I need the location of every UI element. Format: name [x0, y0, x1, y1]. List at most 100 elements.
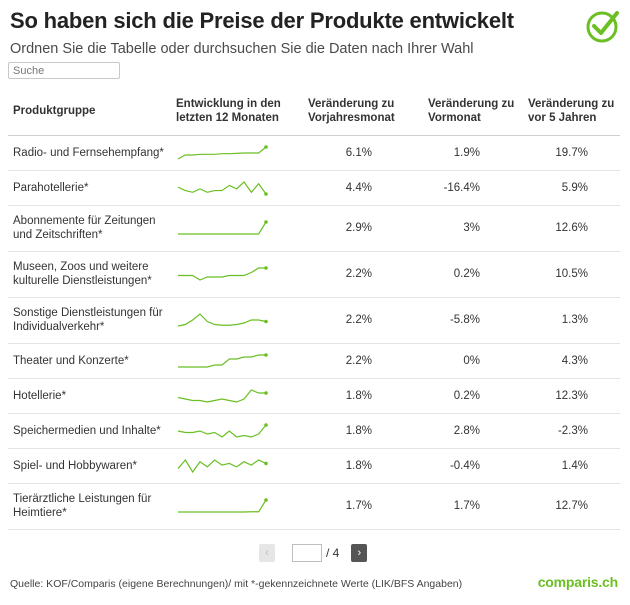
table-row: Tierärztliche Leistungen für Heimtiere* 1…	[8, 483, 620, 530]
trend-sparkline-cell	[170, 448, 290, 484]
mom-change-cell: 0%	[412, 343, 520, 379]
five-year-change-cell: 12.6%	[520, 205, 620, 252]
table-row: Theater und Konzerte* 2.2% 0% 4.3%	[8, 343, 620, 379]
product-group-cell: Speichermedien und Inhalte*	[8, 413, 170, 449]
table-row: Parahotellerie* 4.4% -16.4% 5.9%	[8, 170, 620, 206]
product-group-cell: Hotellerie*	[8, 378, 170, 414]
trend-sparkline-cell	[170, 170, 290, 206]
sparkline-line	[178, 499, 267, 513]
mom-change-cell: -0.4%	[412, 448, 520, 484]
mom-change-cell: 1.9%	[412, 135, 520, 171]
trend-sparkline-cell	[170, 297, 290, 344]
yoy-change-cell: 2.2%	[290, 343, 412, 379]
sparkline-line	[177, 313, 267, 327]
product-group-cell: Theater und Konzerte*	[8, 343, 170, 379]
trend-sparkline-cell	[170, 343, 290, 379]
five-year-change-cell: 19.7%	[520, 135, 620, 171]
column-header-entwicklung[interactable]: Entwicklung in den letzten 12 Monaten	[170, 88, 290, 136]
sparkline-end-point	[264, 144, 268, 149]
search-input[interactable]	[8, 62, 120, 79]
yoy-change-cell: 2.9%	[290, 205, 412, 252]
mom-change-cell: -5.8%	[412, 297, 520, 344]
sparkline-end-point	[264, 352, 268, 357]
sparkline-end-point	[264, 422, 268, 427]
column-header-5-jahre[interactable]: Veränderung zu vor 5 Jahren	[520, 88, 620, 136]
yoy-change-cell: 4.4%	[290, 170, 412, 206]
previous-page-button[interactable]: ‹	[259, 544, 275, 562]
table-row: Abonnemente für Zeitungen und Zeitschrif…	[8, 205, 620, 252]
sparkline	[178, 352, 268, 368]
sparkline-line	[177, 146, 267, 160]
trend-sparkline-cell	[170, 205, 290, 252]
price-table: Produktgruppe Entwicklung in den letzten…	[8, 88, 620, 530]
trend-sparkline-cell	[170, 483, 290, 530]
sparkline-end-point	[264, 319, 268, 324]
sparkline	[177, 180, 268, 196]
table-row: Sonstige Dienstleistungen für Individual…	[8, 297, 620, 344]
sparkline	[178, 220, 268, 235]
mom-change-cell: 0.2%	[412, 251, 520, 298]
product-group-cell: Parahotellerie*	[8, 170, 170, 206]
sparkline-end-point	[264, 191, 268, 196]
page-total: / 4	[326, 546, 340, 560]
yoy-change-cell: 2.2%	[290, 251, 412, 298]
trend-sparkline-cell	[170, 251, 290, 298]
five-year-change-cell: 12.3%	[520, 378, 620, 414]
table-row: Radio- und Fernsehempfang* 6.1% 1.9% 19.7%	[8, 135, 620, 171]
page-title: So haben sich die Preise der Produkte en…	[10, 8, 514, 33]
table-row: Speichermedien und Inhalte* 1.8% 2.8% -2.3%	[8, 413, 620, 449]
yoy-change-cell: 6.1%	[290, 135, 412, 171]
check-logo-icon	[586, 11, 619, 43]
sparkline-line	[177, 458, 267, 473]
five-year-change-cell: -2.3%	[520, 413, 620, 449]
sparkline	[177, 313, 268, 327]
mom-change-cell: 3%	[412, 205, 520, 252]
five-year-change-cell: 1.4%	[520, 448, 620, 484]
product-group-cell: Museen, Zoos und weitere kulturelle Dien…	[8, 251, 170, 298]
pagination: ‹ / 4 ›	[259, 544, 368, 562]
sparkline	[177, 144, 268, 160]
sparkline-end-point	[264, 498, 268, 502]
comparis-logo[interactable]: comparis.ch	[537, 574, 618, 590]
yoy-change-cell: 1.7%	[290, 483, 412, 530]
five-year-change-cell: 12.7%	[520, 483, 620, 530]
product-group-cell: Sonstige Dienstleistungen für Individual…	[8, 297, 170, 344]
mom-change-cell: -16.4%	[412, 170, 520, 206]
mom-change-cell: 1.7%	[412, 483, 520, 530]
sparkline-end-point	[264, 390, 268, 395]
trend-sparkline-cell	[170, 413, 290, 449]
yoy-change-cell: 1.8%	[290, 378, 412, 414]
product-group-cell: Abonnemente für Zeitungen und Zeitschrif…	[8, 205, 170, 252]
column-header-produktgruppe[interactable]: Produktgruppe	[8, 88, 170, 136]
sparkline-line	[177, 388, 266, 403]
sparkline	[177, 458, 268, 473]
five-year-change-cell: 4.3%	[520, 343, 620, 379]
column-header-vorjahresmonat[interactable]: Veränderung zu Vorjahresmonat	[290, 88, 412, 136]
sparkline-end-point	[264, 266, 268, 270]
sparkline-line	[178, 267, 266, 281]
table-header-row: Produktgruppe Entwicklung in den letzten…	[8, 88, 620, 136]
sparkline	[177, 422, 268, 438]
page-subtitle: Ordnen Sie die Tabelle oder durchsuchen …	[10, 41, 474, 57]
sparkline-line	[177, 424, 267, 438]
sparkline	[178, 266, 268, 281]
table-row: Museen, Zoos und weitere kulturelle Dien…	[8, 251, 620, 298]
sparkline-line	[178, 353, 266, 368]
product-group-cell: Tierärztliche Leistungen für Heimtiere*	[8, 483, 170, 530]
mom-change-cell: 2.8%	[412, 413, 520, 449]
table-row: Hotellerie* 1.8% 0.2% 12.3%	[8, 378, 620, 414]
sparkline-line	[178, 221, 267, 235]
header: So haben sich die Preise der Produkte en…	[10, 6, 580, 58]
trend-sparkline-cell	[170, 378, 290, 414]
sparkline	[178, 498, 268, 513]
product-group-cell: Spiel- und Hobbywaren*	[8, 448, 170, 484]
next-page-button[interactable]: ›	[351, 544, 368, 562]
five-year-change-cell: 10.5%	[520, 251, 620, 298]
source-note: Quelle: KOF/Comparis (eigene Berechnunge…	[10, 578, 463, 590]
sparkline-line	[177, 180, 267, 194]
product-group-cell: Radio- und Fernsehempfang*	[8, 135, 170, 171]
column-header-vormonat[interactable]: Veränderung zu Vormonat	[412, 88, 520, 136]
table-row: Spiel- und Hobbywaren* 1.8% -0.4% 1.4%	[8, 448, 620, 484]
yoy-change-cell: 1.8%	[290, 413, 412, 449]
page-number-input[interactable]	[292, 544, 322, 562]
